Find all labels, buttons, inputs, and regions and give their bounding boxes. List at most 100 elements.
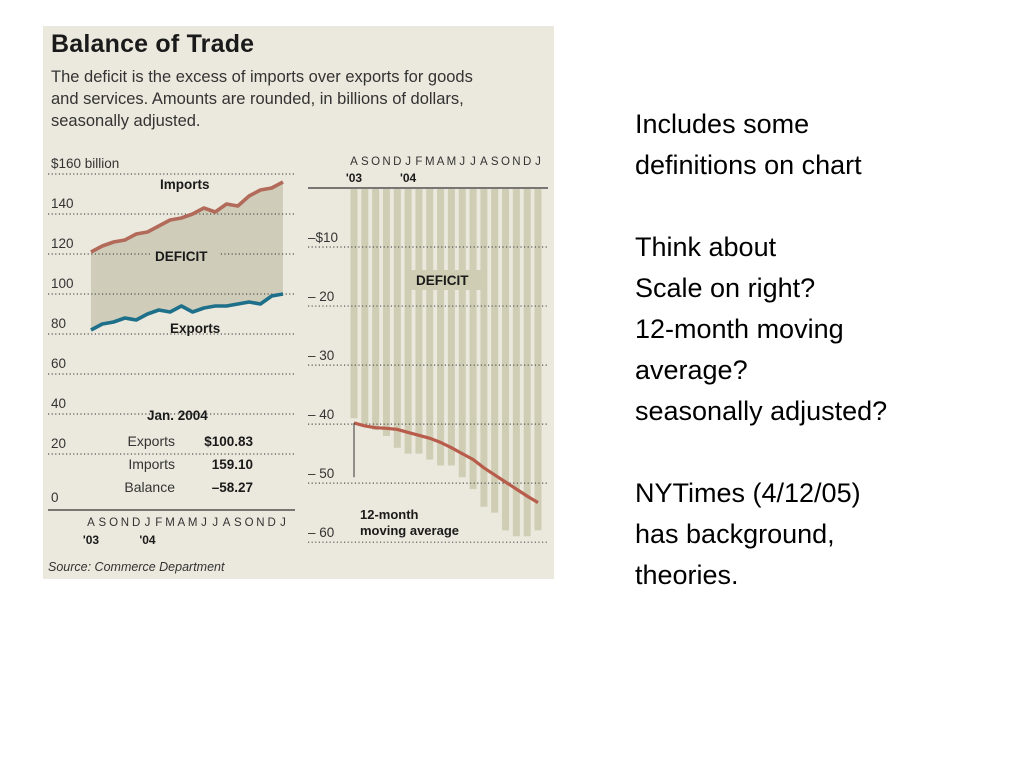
x-tick-label: J — [470, 156, 476, 168]
x-tick-label: J — [201, 517, 207, 529]
x-tick-label: S — [361, 156, 369, 168]
moving-average-line — [353, 421, 539, 504]
charts-svg: $160 billion 140 120 100 80 60 40 20 0 Imports Exp… — [48, 156, 548, 547]
inset-table-value: 159.10 — [212, 457, 253, 472]
x-tick-label: D — [268, 517, 276, 529]
x-tick-label: N — [382, 156, 390, 168]
y-tick-label: – 30 — [308, 348, 334, 363]
deficit-bar — [458, 189, 466, 478]
deficit-bar — [382, 189, 390, 436]
y-tick-label: – 40 — [308, 407, 334, 422]
exports-line — [90, 292, 284, 332]
x-tick-label: A — [437, 156, 445, 168]
note-spacer — [635, 432, 1015, 473]
inset-table-label: Exports — [128, 433, 175, 449]
note-line: Scale on right? — [635, 273, 816, 303]
deficit-bar — [372, 189, 380, 431]
x-tick-label: D — [393, 156, 401, 168]
x-tick-label: N — [121, 517, 129, 529]
y-tick-label: – 20 — [308, 289, 334, 304]
deficit-bar — [523, 189, 531, 537]
deficit-label-bg — [151, 246, 219, 264]
deficit-bar-label: DEFICIT — [416, 273, 469, 288]
deficit-bar — [534, 189, 542, 531]
x-tick-label: M — [188, 517, 198, 529]
x-tick-label: D — [523, 156, 531, 168]
y-tick-label: 60 — [51, 356, 66, 371]
x-tick-label: M — [425, 156, 435, 168]
y-tick-label: – 50 — [308, 466, 334, 481]
deficit-bar — [437, 189, 445, 466]
x-tick-label: A — [223, 517, 231, 529]
x-tick-label: J — [535, 156, 541, 168]
x-tick-label: O — [501, 156, 510, 168]
x-tick-label: S — [98, 517, 106, 529]
inset-table-label: Balance — [124, 479, 175, 495]
subtitle-line: and services. Amounts are rounded, in bi… — [51, 90, 464, 108]
y-tick-label: 40 — [51, 396, 66, 411]
x-tick-label: N — [256, 517, 264, 529]
note-line: definitions on chart — [635, 150, 862, 180]
x-year-label: '03 — [346, 171, 363, 185]
y-tick-label: 100 — [51, 276, 74, 291]
chart-title: Balance of Trade — [51, 30, 255, 58]
x-tick-label: A — [350, 156, 358, 168]
chart-source: Source: Commerce Department — [48, 560, 225, 574]
y-tick-label: –$10 — [308, 230, 338, 245]
y-tick-label: – 60 — [308, 525, 334, 540]
x-tick-label: J — [145, 517, 151, 529]
deficit-bar-label-bg — [411, 270, 481, 290]
subtitle-line: The deficit is the excess of imports ove… — [51, 68, 473, 86]
note-line: average? — [635, 355, 748, 385]
x-tick-label: S — [491, 156, 499, 168]
moving-average-annotation: 12-month — [360, 507, 419, 522]
deficit-bar — [512, 189, 520, 537]
inset-table-value: –58.27 — [212, 480, 253, 495]
x-tick-label: J — [405, 156, 411, 168]
x-tick-label: O — [371, 156, 380, 168]
deficit-bar — [415, 189, 423, 454]
x-year-label: '04 — [139, 533, 156, 547]
x-tick-label: O — [245, 517, 254, 529]
x-tick-label: A — [480, 156, 488, 168]
inset-table-label: Imports — [128, 456, 175, 472]
x-tick-label: J — [280, 517, 286, 529]
deficit-area-label: DEFICIT — [155, 249, 208, 264]
x-tick-label: N — [512, 156, 520, 168]
deficit-bar — [491, 189, 499, 513]
deficit-bar — [480, 189, 488, 507]
deficit-bar — [393, 189, 401, 448]
imports-line — [90, 180, 284, 254]
x-tick-label: F — [415, 156, 422, 168]
chart-figure: Balance of Trade The deficit is the exce… — [43, 26, 554, 579]
note-line: theories. — [635, 560, 739, 590]
note-line: Think about — [635, 232, 777, 262]
chart-subtitle: The deficit is the excess of imports ove… — [51, 66, 546, 132]
note-line: seasonally adjusted? — [635, 396, 888, 426]
imports-series-label: Imports — [160, 177, 210, 192]
x-year-label: '04 — [400, 171, 417, 185]
slide-notes: Includes some definitions on chart Think a… — [635, 104, 1015, 596]
deficit-bar — [469, 189, 477, 490]
x-tick-label: F — [155, 517, 162, 529]
note-line: NYTimes (4/12/05) — [635, 478, 861, 508]
x-tick-label: J — [459, 156, 465, 168]
x-tick-label: M — [165, 517, 175, 529]
moving-average-annotation: moving average — [360, 523, 459, 538]
deficit-bar — [404, 189, 412, 454]
x-tick-label: S — [234, 517, 242, 529]
x-tick-label: D — [132, 517, 140, 529]
x-tick-label: A — [178, 517, 186, 529]
deficit-bar — [502, 189, 510, 531]
y-tick-label: 80 — [51, 316, 66, 331]
x-tick-label: M — [447, 156, 457, 168]
note-line: 12-month moving — [635, 314, 844, 344]
x-tick-label: A — [87, 517, 95, 529]
x-tick-label: J — [212, 517, 218, 529]
deficit-bar — [447, 189, 455, 466]
y-tick-label: 120 — [51, 236, 74, 251]
note-line: Includes some — [635, 109, 810, 139]
deficit-bar — [350, 189, 358, 419]
deficit-bar — [361, 189, 369, 425]
inset-table-title: Jan. 2004 — [147, 408, 208, 423]
